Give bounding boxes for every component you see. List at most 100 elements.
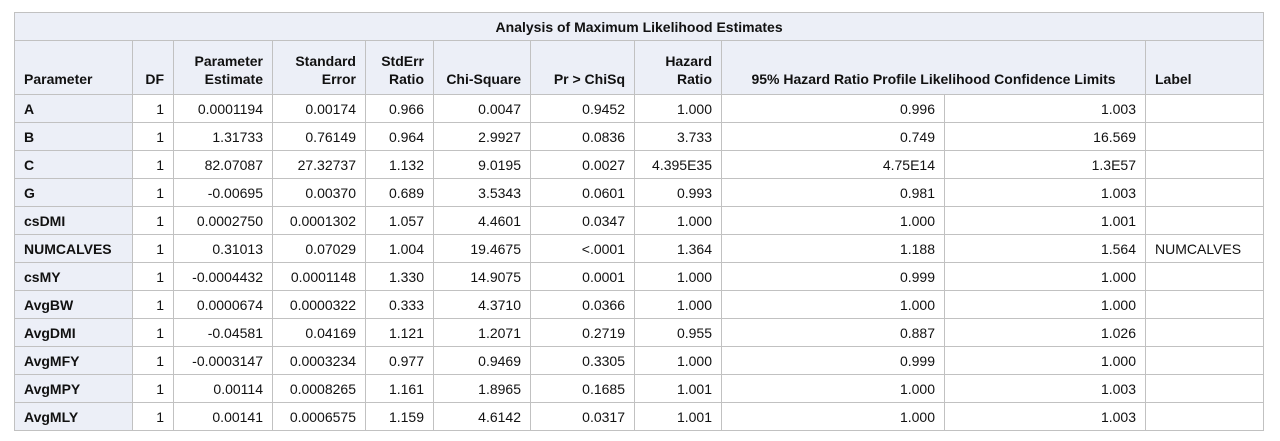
hazard-ratio-cell: 0.993 — [634, 178, 722, 207]
p-value-cell: 0.0001 — [530, 262, 635, 291]
estimate-cell: 0.00114 — [173, 374, 273, 403]
stderr-ratio-cell: 0.966 — [365, 94, 434, 123]
stderr-ratio-cell: 0.977 — [365, 346, 434, 375]
ci-upper-cell: 1.000 — [944, 346, 1146, 375]
header-parameter: Parameter — [14, 40, 133, 95]
std-error-cell: 0.76149 — [272, 122, 366, 151]
table-row: C 1 82.07087 27.32737 1.132 9.0195 0.0027 4.395… — [14, 150, 1265, 179]
ci-upper-cell: 1.003 — [944, 178, 1146, 207]
ci-upper-cell: 1.003 — [944, 94, 1146, 123]
std-error-cell: 0.0006575 — [272, 402, 366, 431]
df-cell: 1 — [132, 262, 174, 291]
parameter-cell: AvgMFY — [14, 346, 133, 375]
estimate-cell: -0.0003147 — [173, 346, 273, 375]
header-std-error: Standard Error — [272, 40, 366, 95]
p-value-cell: 0.2719 — [530, 318, 635, 347]
label-cell — [1144, 206, 1265, 235]
chi-square-cell: 1.8965 — [433, 374, 531, 403]
parameter-cell: AvgBW — [14, 290, 133, 319]
std-error-cell: 0.0001302 — [272, 206, 366, 235]
hazard-ratio-cell: 3.733 — [634, 122, 722, 151]
df-cell: 1 — [132, 150, 174, 179]
std-error-cell: 0.0001148 — [272, 262, 366, 291]
p-value-cell: 0.0836 — [530, 122, 635, 151]
ci-upper-cell: 1.003 — [944, 374, 1146, 403]
label-cell: NUMCALVES — [1144, 234, 1265, 263]
parameter-cell: B — [14, 122, 133, 151]
df-cell: 1 — [132, 402, 174, 431]
stderr-ratio-cell: 0.333 — [365, 290, 434, 319]
results-panel: Analysis of Maximum Likelihood Estimates… — [13, 12, 1265, 431]
std-error-cell: 0.0003234 — [272, 346, 366, 375]
hazard-ratio-cell: 1.000 — [634, 290, 722, 319]
p-value-cell: 0.0366 — [530, 290, 635, 319]
std-error-cell: 0.07029 — [272, 234, 366, 263]
chi-square-cell: 0.9469 — [433, 346, 531, 375]
p-value-cell: 0.0347 — [530, 206, 635, 235]
mle-table: Analysis of Maximum Likelihood Estimates… — [13, 12, 1265, 431]
ci-lower-cell: 1.000 — [721, 206, 945, 235]
ci-lower-cell: 1.000 — [721, 290, 945, 319]
stderr-ratio-cell: 0.964 — [365, 122, 434, 151]
ci-lower-cell: 0.981 — [721, 178, 945, 207]
table-title: Analysis of Maximum Likelihood Estimates — [13, 12, 1265, 41]
p-value-cell: 0.3305 — [530, 346, 635, 375]
p-value-cell: 0.1685 — [530, 374, 635, 403]
ci-lower-cell: 0.749 — [721, 122, 945, 151]
parameter-cell: C — [14, 150, 133, 179]
label-cell — [1144, 402, 1265, 431]
parameter-cell: NUMCALVES — [14, 234, 133, 263]
p-value-cell: 0.0601 — [530, 178, 635, 207]
chi-square-cell: 0.0047 — [433, 94, 531, 123]
ci-lower-cell: 0.999 — [721, 262, 945, 291]
ci-upper-cell: 1.564 — [944, 234, 1146, 263]
label-cell — [1144, 318, 1265, 347]
ci-upper-cell: 1.026 — [944, 318, 1146, 347]
table-row: AvgMFY 1 -0.0003147 0.0003234 0.977 0.9469 0.3… — [14, 346, 1265, 375]
df-cell: 1 — [132, 318, 174, 347]
stderr-ratio-cell: 1.004 — [365, 234, 434, 263]
p-value-cell: 0.0317 — [530, 402, 635, 431]
ci-upper-cell: 1.003 — [944, 402, 1146, 431]
header-confidence-limits: 95% Hazard Ratio Profile Likelihood Conf… — [721, 40, 1146, 95]
ci-upper-cell: 1.000 — [944, 290, 1146, 319]
ci-upper-cell: 1.000 — [944, 262, 1146, 291]
p-value-cell: 0.0027 — [530, 150, 635, 179]
stderr-ratio-cell: 1.161 — [365, 374, 434, 403]
estimate-cell: 0.0002750 — [173, 206, 273, 235]
label-cell — [1144, 94, 1265, 123]
df-cell: 1 — [132, 178, 174, 207]
parameter-cell: csDMI — [14, 206, 133, 235]
stderr-ratio-cell: 0.689 — [365, 178, 434, 207]
estimate-cell: 82.07087 — [173, 150, 273, 179]
table-row: B 1 1.31733 0.76149 0.964 2.9927 0.0836 3.733 0.… — [14, 122, 1265, 151]
label-cell — [1144, 290, 1265, 319]
stderr-ratio-cell: 1.330 — [365, 262, 434, 291]
table-row: G 1 -0.00695 0.00370 0.689 3.5343 0.0601 0.993 0… — [14, 178, 1265, 207]
table-row: AvgMPY 1 0.00114 0.0008265 1.161 1.8965 0.1685… — [14, 374, 1265, 403]
std-error-cell: 0.0000322 — [272, 290, 366, 319]
header-chi-square: Chi-Square — [433, 40, 531, 95]
parameter-cell: AvgMLY — [14, 402, 133, 431]
chi-square-cell: 4.6142 — [433, 402, 531, 431]
estimate-cell: 1.31733 — [173, 122, 273, 151]
hazard-ratio-cell: 1.001 — [634, 402, 722, 431]
std-error-cell: 0.04169 — [272, 318, 366, 347]
chi-square-cell: 2.9927 — [433, 122, 531, 151]
chi-square-cell: 1.2071 — [433, 318, 531, 347]
estimate-cell: 0.0001194 — [173, 94, 273, 123]
estimate-cell: -0.0004432 — [173, 262, 273, 291]
chi-square-cell: 4.3710 — [433, 290, 531, 319]
std-error-cell: 0.0008265 — [272, 374, 366, 403]
hazard-ratio-cell: 1.000 — [634, 206, 722, 235]
df-cell: 1 — [132, 122, 174, 151]
header-hazard-ratio: Hazard Ratio — [634, 40, 722, 95]
hazard-ratio-cell: 1.001 — [634, 374, 722, 403]
df-cell: 1 — [132, 346, 174, 375]
chi-square-cell: 14.9075 — [433, 262, 531, 291]
stderr-ratio-cell: 1.132 — [365, 150, 434, 179]
stderr-ratio-cell: 1.057 — [365, 206, 434, 235]
hazard-ratio-cell: 4.395E35 — [634, 150, 722, 179]
table-row: AvgMLY 1 0.00141 0.0006575 1.159 4.6142 0.0317… — [14, 402, 1265, 431]
ci-upper-cell: 1.001 — [944, 206, 1146, 235]
